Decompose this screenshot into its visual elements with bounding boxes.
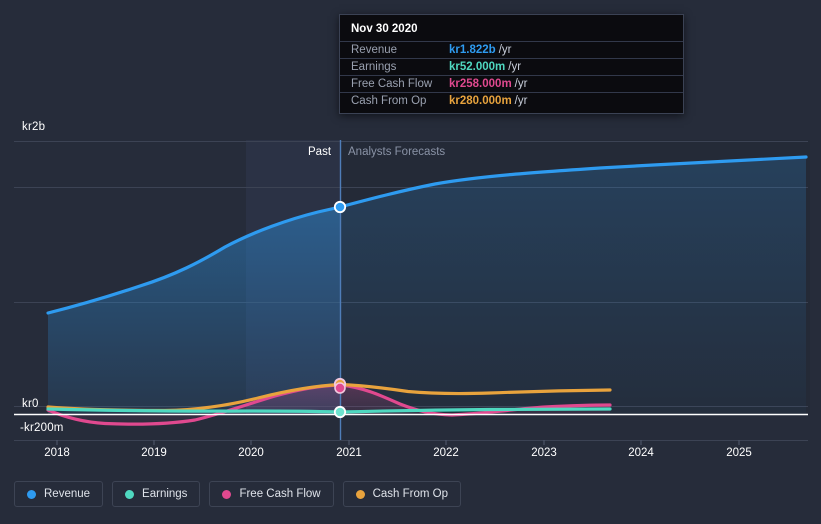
tooltip-unit-earnings: /yr (508, 61, 522, 73)
tooltip-label-free-cash-flow: Free Cash Flow (351, 78, 433, 90)
x-tick-2018: 2018 (44, 447, 70, 459)
tooltip-row-free-cash-flow: Free Cash Flow kr258.000m /yr (340, 75, 683, 92)
marker-earnings (333, 405, 347, 419)
x-tick-2022: 2022 (433, 447, 459, 459)
phase-label-past: Past (308, 146, 332, 158)
chart-tooltip: Nov 30 2020 Revenue kr1.822b /yr Earning… (339, 14, 684, 114)
x-tick-2021: 2021 (336, 447, 362, 459)
legend-item-free-cash-flow[interactable]: Free Cash Flow (209, 481, 334, 507)
legend-item-earnings[interactable]: Earnings (112, 481, 201, 507)
legend-label-earnings: Earnings (142, 488, 188, 500)
legend-dot-icon-revenue (27, 489, 36, 499)
legend-item-revenue[interactable]: Revenue (14, 481, 104, 507)
x-tick-2020: 2020 (238, 447, 264, 459)
x-tick-2024: 2024 (628, 447, 654, 459)
series-revenue (46, 155, 808, 414)
tooltip-row-earnings: Earnings kr52.000m /yr (340, 58, 683, 75)
x-tick-marks (56, 440, 740, 445)
tooltip-row-cash-from-op: Cash From Op kr280.000m /yr (340, 92, 683, 109)
chart-canvas (14, 140, 810, 445)
y-axis-label-zero: kr0 (22, 398, 39, 410)
legend-dot-icon-cash-from-op (355, 489, 365, 499)
tooltip-value-earnings: kr52.000m (449, 61, 506, 73)
x-tick-2023: 2023 (531, 447, 557, 459)
tooltip-unit-revenue: /yr (498, 44, 512, 56)
marker-revenue (333, 200, 347, 214)
legend-label-revenue: Revenue (44, 488, 91, 500)
x-tick-2019: 2019 (141, 447, 167, 459)
x-tick-2025: 2025 (726, 447, 752, 459)
legend-label-cash-from-op: Cash From Op (372, 488, 449, 500)
marker-free-cash-flow (334, 382, 346, 394)
legend-label-free-cash-flow: Free Cash Flow (239, 488, 321, 500)
chart-legend: Revenue Earnings Free Cash Flow Cash Fro… (14, 481, 462, 507)
tooltip-date: Nov 30 2020 (351, 23, 418, 35)
phase-label-forecast: Analysts Forecasts (348, 146, 446, 158)
tooltip-value-cash-from-op: kr280.000m (449, 95, 512, 107)
tooltip-label-revenue: Revenue (351, 44, 398, 56)
tooltip-label-cash-from-op: Cash From Op (351, 95, 427, 107)
legend-item-cash-from-op[interactable]: Cash From Op (342, 481, 462, 507)
tooltip-unit-free-cash-flow: /yr (514, 78, 528, 90)
y-axis-label-top: kr2b (22, 121, 46, 133)
legend-dot-icon-earnings (125, 489, 135, 499)
y-axis-label-negative: -kr200m (20, 422, 64, 434)
tooltip-unit-cash-from-op: /yr (514, 95, 528, 107)
tooltip-row-revenue: Revenue kr1.822b /yr (340, 41, 683, 58)
tooltip-value-revenue: kr1.822b (449, 44, 496, 56)
hover-markers (333, 200, 347, 419)
legend-dot-icon-free-cash-flow (222, 489, 232, 499)
tooltip-label-earnings: Earnings (351, 61, 397, 73)
tooltip-value-free-cash-flow: kr258.000m (449, 78, 512, 90)
